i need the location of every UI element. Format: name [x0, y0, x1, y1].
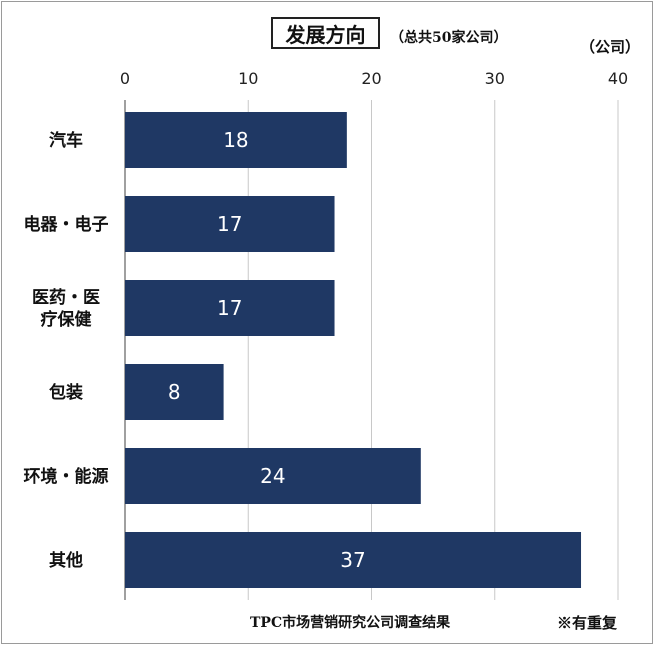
data-label: 24: [260, 464, 285, 488]
duplicate-note: ※有重复: [557, 614, 618, 632]
category-label: 电器・电子: [24, 214, 109, 235]
data-label: 17: [217, 212, 242, 236]
category-label: 其他: [49, 550, 83, 571]
bar: [125, 280, 335, 336]
x-tick-label: 20: [361, 69, 381, 88]
bar: [125, 364, 224, 420]
chart-title: 发展方向: [271, 17, 380, 49]
axis-unit-label: （公司）: [580, 38, 641, 56]
source-note: TPC市场营销研究公司调查结果: [250, 615, 451, 631]
data-label: 37: [340, 548, 365, 572]
category-label: 环境・能源: [24, 466, 109, 487]
x-tick-label: 0: [120, 69, 130, 88]
data-label: 18: [223, 128, 248, 152]
x-tick-label: 30: [485, 69, 505, 88]
bar: [125, 196, 335, 252]
x-tick-label: 10: [238, 69, 258, 88]
bar: [125, 448, 421, 504]
data-label: 8: [168, 380, 181, 404]
category-label: 包装: [49, 382, 83, 403]
x-tick-label: 40: [608, 69, 628, 88]
chart-subtitle: （总共50家公司）: [390, 30, 508, 46]
data-label: 17: [217, 296, 242, 320]
bar: [125, 112, 347, 168]
category-label: 汽车: [49, 130, 83, 151]
bar: [125, 532, 582, 588]
category-label: 医药・医疗保健: [32, 287, 100, 330]
